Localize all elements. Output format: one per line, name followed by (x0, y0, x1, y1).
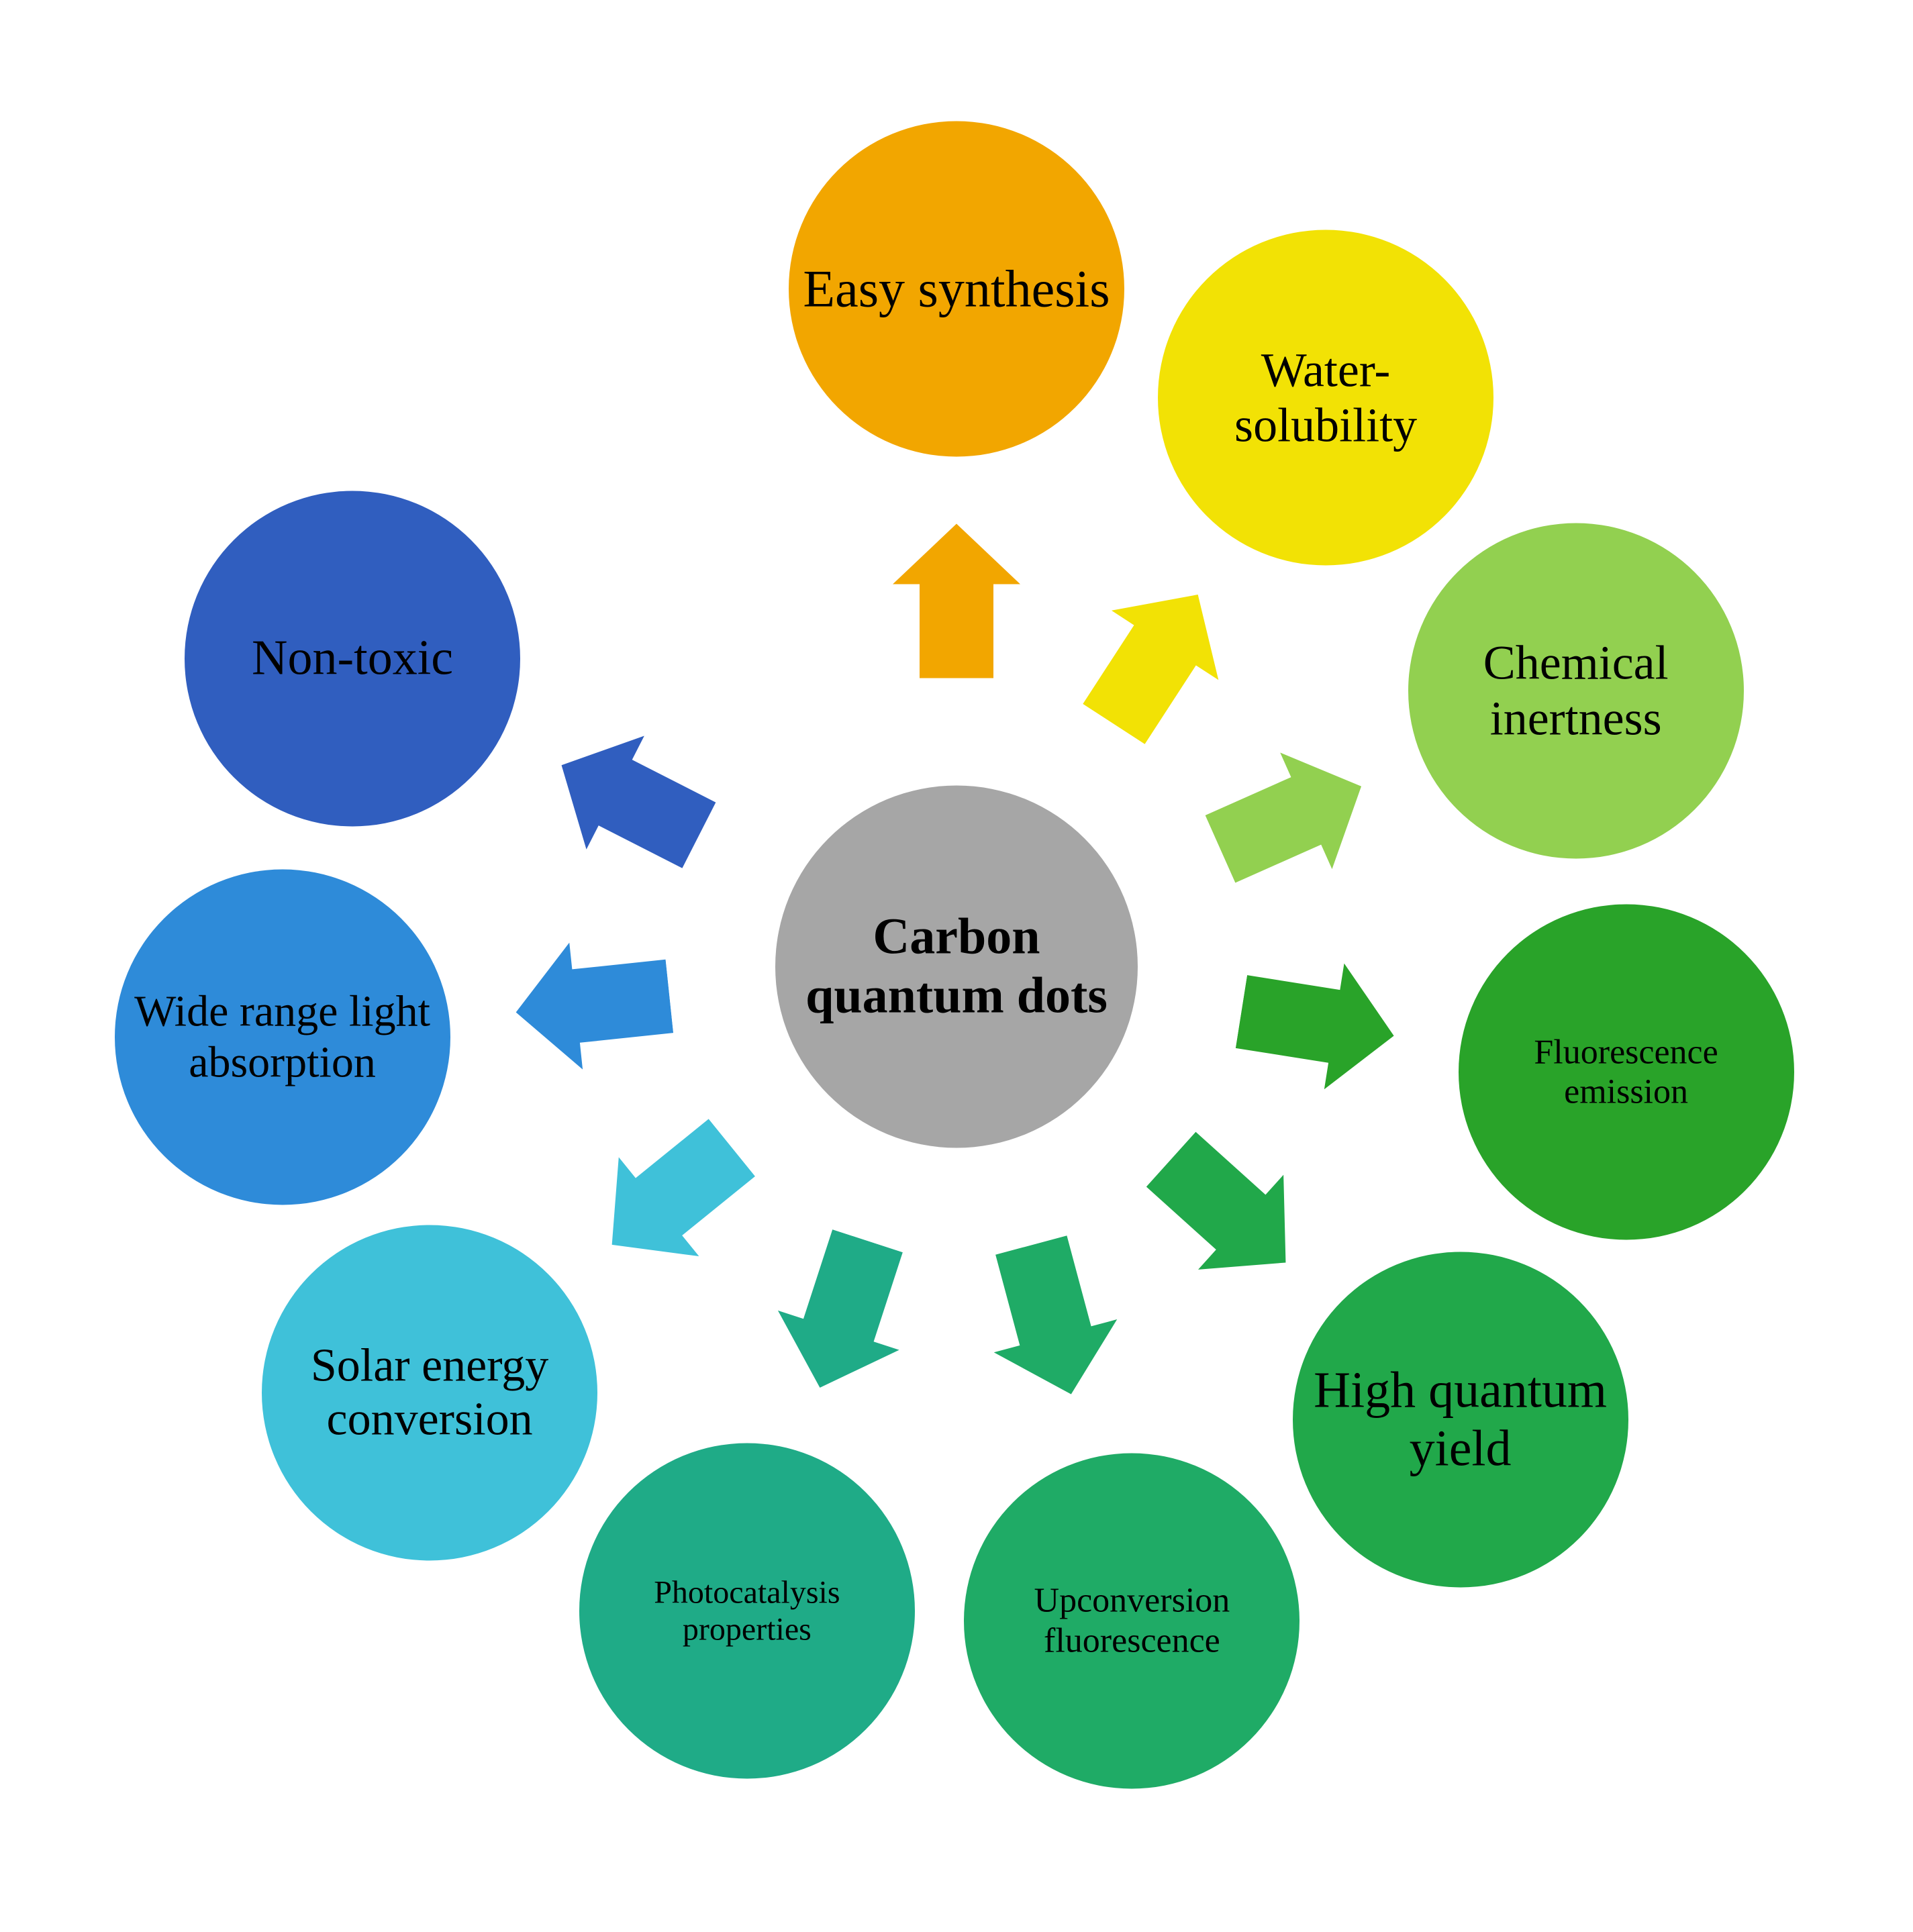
arrow (759, 1221, 928, 1407)
arrow (1128, 1112, 1328, 1310)
outer-node-label: Photocatalysis properties (579, 1574, 915, 1647)
diagram-stage: Carbon quantum dots Easy synthesis Water-… (0, 0, 1913, 1932)
outer-node: Wide range light absorption (115, 870, 450, 1205)
arrow (893, 523, 1020, 678)
arrow (572, 1099, 772, 1294)
arrow (1232, 948, 1404, 1099)
outer-node: Water-solubility (1158, 230, 1493, 566)
outer-node: High quantum yield (1293, 1252, 1628, 1588)
outer-node: Photocatalysis properties (579, 1443, 915, 1779)
outer-node-label: Chemical inertness (1408, 635, 1744, 746)
arrow (509, 933, 677, 1076)
center-node: Carbon quantum dots (775, 785, 1138, 1148)
outer-node-label: Solar energy conversion (262, 1339, 597, 1447)
arrow (1194, 728, 1387, 907)
outer-node: Solar energy conversion (262, 1225, 597, 1561)
outer-node-label: Fluorescence emission (1459, 1032, 1794, 1113)
outer-node: Chemical inertness (1408, 523, 1744, 858)
outer-node-label: Non-toxic (238, 630, 467, 687)
outer-node-label: Upconversion fluorescence (964, 1581, 1299, 1662)
center-label: Carbon quantum dots (775, 908, 1138, 1025)
outer-node-label: High quantum yield (1293, 1361, 1628, 1478)
arrow (1061, 560, 1252, 759)
outer-node-label: Easy synthesis (789, 258, 1123, 319)
outer-node: Fluorescence emission (1459, 905, 1794, 1240)
arrow (970, 1229, 1133, 1411)
outer-node: Upconversion fluorescence (964, 1454, 1299, 1789)
outer-node-label: Wide range light absorption (115, 986, 450, 1088)
outer-node-label: Water-solubility (1221, 342, 1430, 454)
arrow (533, 709, 728, 893)
outer-node: Easy synthesis (789, 121, 1124, 456)
outer-node: Non-toxic (185, 491, 520, 826)
